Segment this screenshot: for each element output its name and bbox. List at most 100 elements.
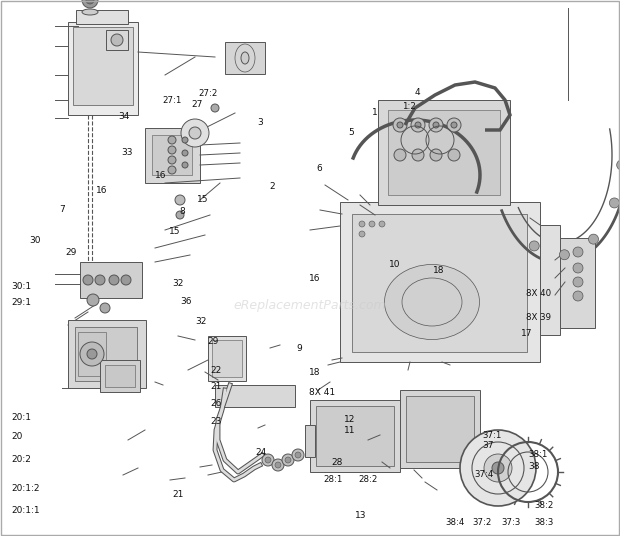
Circle shape	[265, 457, 271, 463]
FancyBboxPatch shape	[145, 128, 200, 183]
Circle shape	[492, 462, 504, 474]
Text: 33: 33	[121, 148, 133, 157]
Circle shape	[393, 118, 407, 132]
Text: 7: 7	[59, 205, 64, 213]
Text: 28:2: 28:2	[358, 475, 378, 484]
Circle shape	[412, 149, 424, 161]
Text: 34: 34	[118, 113, 129, 121]
Circle shape	[111, 34, 123, 46]
Circle shape	[394, 149, 406, 161]
Circle shape	[609, 198, 619, 208]
Circle shape	[429, 118, 443, 132]
Text: 38:1: 38:1	[528, 450, 547, 459]
Circle shape	[448, 149, 460, 161]
Text: 15: 15	[169, 227, 180, 236]
Text: 21: 21	[172, 490, 184, 499]
FancyBboxPatch shape	[105, 365, 135, 387]
Circle shape	[397, 122, 403, 128]
FancyBboxPatch shape	[316, 406, 394, 466]
FancyBboxPatch shape	[305, 425, 315, 457]
Circle shape	[175, 195, 185, 205]
Circle shape	[460, 430, 536, 506]
Text: 36: 36	[180, 297, 192, 306]
Circle shape	[430, 149, 442, 161]
Text: 8: 8	[180, 207, 185, 216]
FancyBboxPatch shape	[560, 238, 595, 328]
Circle shape	[573, 247, 583, 257]
Text: 37:1: 37:1	[482, 431, 502, 440]
Text: 26: 26	[211, 399, 222, 407]
Text: 8X 40: 8X 40	[526, 289, 551, 298]
Text: 21: 21	[211, 383, 222, 391]
Text: 37:4: 37:4	[474, 470, 494, 479]
Text: 32: 32	[172, 279, 184, 287]
Circle shape	[272, 459, 284, 471]
Circle shape	[181, 119, 209, 147]
FancyBboxPatch shape	[225, 42, 265, 74]
Text: 16: 16	[155, 172, 167, 180]
Circle shape	[168, 156, 176, 164]
Text: 16: 16	[309, 274, 321, 283]
Circle shape	[573, 277, 583, 287]
Circle shape	[484, 454, 512, 482]
FancyBboxPatch shape	[76, 10, 128, 24]
Text: 18: 18	[309, 368, 321, 377]
Circle shape	[100, 303, 110, 313]
Text: 20:1:1: 20:1:1	[11, 506, 40, 515]
Text: 1:2: 1:2	[402, 102, 415, 110]
Text: 29: 29	[208, 338, 219, 346]
FancyBboxPatch shape	[388, 110, 500, 195]
FancyBboxPatch shape	[75, 327, 137, 381]
Circle shape	[168, 146, 176, 154]
FancyBboxPatch shape	[540, 225, 560, 335]
Circle shape	[559, 250, 569, 260]
Text: 28:1: 28:1	[324, 475, 343, 484]
Text: 24: 24	[255, 449, 267, 457]
Circle shape	[529, 241, 539, 251]
Circle shape	[359, 221, 365, 227]
Text: 29:1: 29:1	[11, 298, 31, 307]
Text: 4: 4	[414, 88, 420, 96]
Text: 37:3: 37:3	[501, 518, 520, 526]
Text: eReplacementParts.com: eReplacementParts.com	[234, 299, 386, 312]
Circle shape	[95, 275, 105, 285]
Circle shape	[433, 122, 439, 128]
Text: 8X 41: 8X 41	[309, 388, 335, 397]
Circle shape	[121, 275, 131, 285]
Ellipse shape	[82, 9, 98, 15]
Text: 38:2: 38:2	[534, 502, 554, 510]
Circle shape	[275, 462, 281, 468]
Circle shape	[168, 136, 176, 144]
Circle shape	[211, 104, 219, 112]
FancyBboxPatch shape	[310, 400, 400, 472]
Text: 20:1:2: 20:1:2	[11, 485, 40, 493]
FancyBboxPatch shape	[68, 22, 138, 115]
Text: 37: 37	[482, 442, 494, 450]
Text: 15: 15	[197, 195, 209, 204]
Circle shape	[379, 221, 385, 227]
Circle shape	[359, 231, 365, 237]
Text: 23: 23	[211, 417, 222, 426]
Text: 27:1: 27:1	[162, 96, 182, 105]
Text: 38:4: 38:4	[445, 518, 464, 526]
Text: 10: 10	[389, 260, 401, 269]
FancyBboxPatch shape	[68, 320, 146, 388]
FancyBboxPatch shape	[152, 135, 192, 175]
Text: 27: 27	[191, 100, 202, 109]
Text: 17: 17	[521, 329, 533, 338]
Circle shape	[285, 457, 291, 463]
Text: 20:2: 20:2	[11, 456, 31, 464]
Text: 6: 6	[316, 165, 322, 173]
Circle shape	[447, 118, 461, 132]
Text: 20: 20	[11, 433, 22, 441]
Text: 3: 3	[257, 118, 263, 126]
FancyBboxPatch shape	[352, 214, 527, 352]
FancyBboxPatch shape	[73, 27, 133, 105]
Text: 9: 9	[296, 344, 302, 353]
Text: 27:2: 27:2	[198, 90, 218, 98]
Text: 16: 16	[96, 186, 108, 195]
Circle shape	[182, 137, 188, 143]
Text: 1: 1	[372, 108, 378, 117]
Circle shape	[282, 454, 294, 466]
Circle shape	[617, 160, 620, 170]
